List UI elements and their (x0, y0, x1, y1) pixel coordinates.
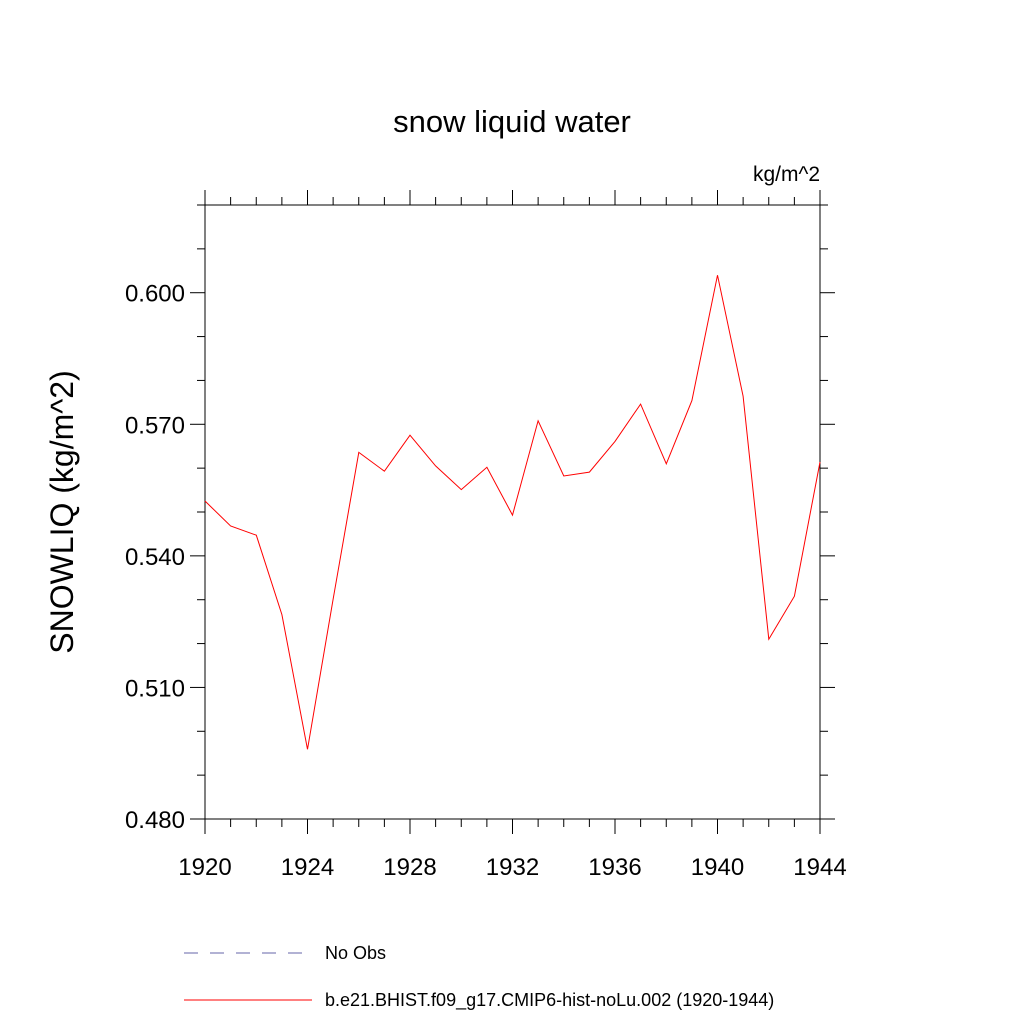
units-label: kg/m^2 (753, 163, 820, 186)
x-tick-label: 1944 (793, 854, 846, 881)
plot-frame (204, 204, 821, 820)
y-axis-label: SNOWLIQ (kg/m^2) (44, 370, 80, 653)
x-tick-label: 1932 (486, 854, 539, 881)
x-tick-label: 1936 (588, 854, 641, 881)
y-tick-label: 0.570 (125, 412, 185, 439)
y-tick-label: 0.510 (125, 675, 185, 702)
legend: No Obs b.e21.BHIST.f09_g17.CMIP6-hist-noL… (184, 943, 774, 1011)
x-tick-label: 1924 (281, 854, 334, 881)
x-tick-label: 1920 (178, 854, 231, 881)
legend-label: No Obs (325, 943, 386, 963)
legend-label: b.e21.BHIST.f09_g17.CMIP6-hist-noLu.002 … (325, 990, 774, 1011)
chart-title: snow liquid water (393, 104, 631, 139)
series-layer (204, 275, 821, 750)
tick-labels: 1920 1924 1928 1932 1936 1940 1944 0.480 0.510 0.… (125, 281, 847, 881)
x-tick-label: 1928 (383, 854, 436, 881)
y-tick-label: 0.600 (125, 281, 185, 308)
series-line (204, 275, 821, 750)
x-tick-label: 1940 (691, 854, 744, 881)
axis-ticks (190, 190, 835, 834)
y-tick-label: 0.540 (125, 544, 185, 571)
y-tick-label: 0.480 (125, 807, 185, 834)
